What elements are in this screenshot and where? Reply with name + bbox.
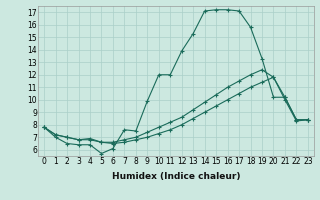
X-axis label: Humidex (Indice chaleur): Humidex (Indice chaleur) (112, 172, 240, 181)
